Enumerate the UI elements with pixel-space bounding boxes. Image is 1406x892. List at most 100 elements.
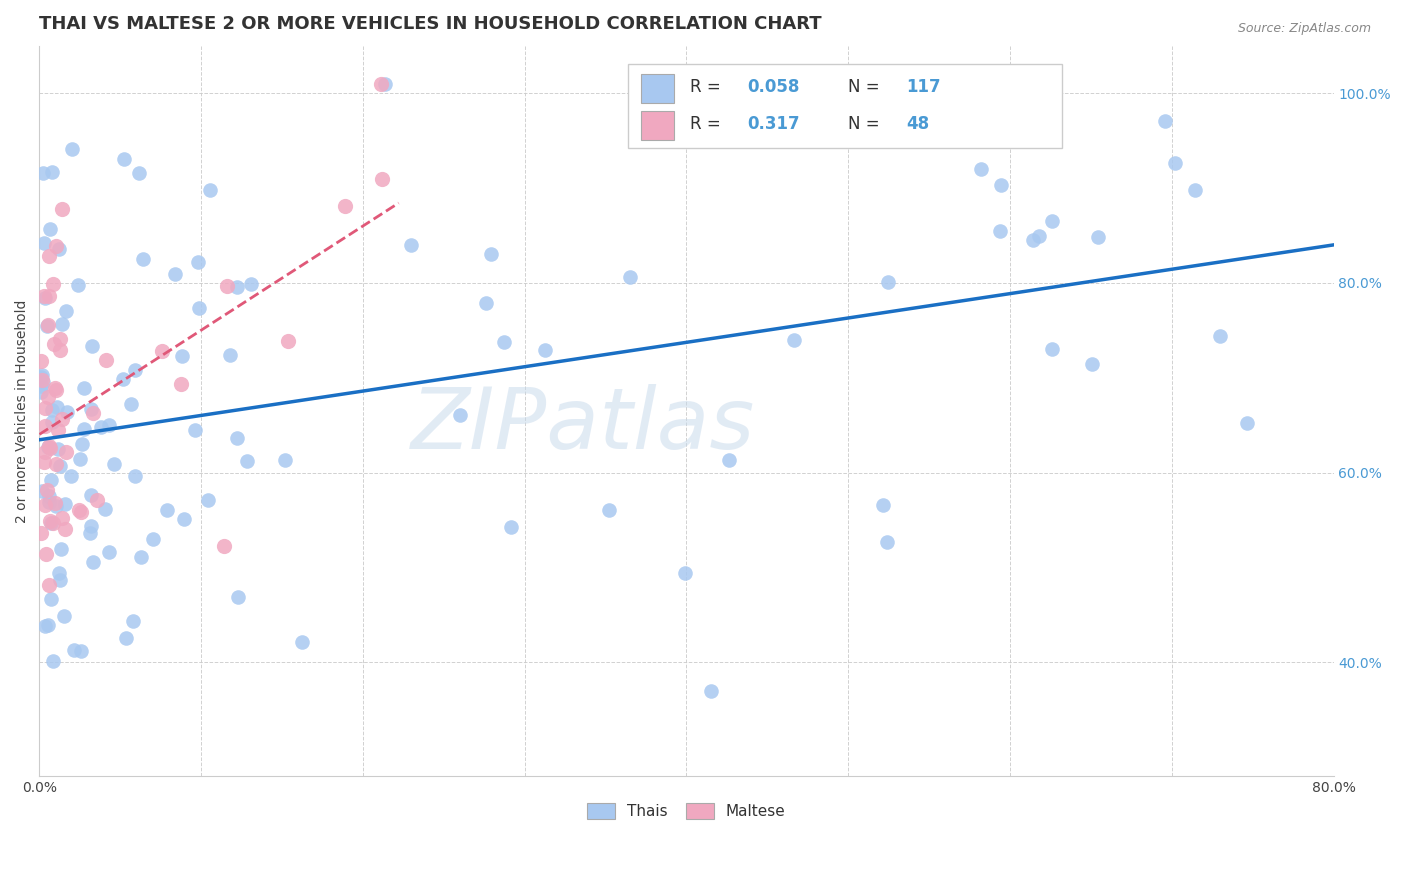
Point: [128, 166, 150, 180]
Point: [49, 573, 72, 587]
Point: [277, 334, 299, 348]
Point: [49, 343, 72, 357]
Point: [1184, 183, 1206, 197]
Point: [34, 445, 56, 459]
Point: [598, 503, 620, 517]
Point: [184, 424, 207, 438]
Point: [37, 440, 59, 454]
Point: [235, 454, 257, 468]
Point: [49, 332, 72, 346]
Text: THAI VS MALTESE 2 OR MORE VEHICLES IN HOUSEHOLD CORRELATION CHART: THAI VS MALTESE 2 OR MORE VEHICLES IN HO…: [39, 15, 823, 33]
Point: [97, 545, 120, 559]
Point: [31, 166, 53, 180]
Point: [73, 422, 96, 436]
Point: [60, 469, 83, 483]
Point: [39, 473, 62, 487]
Point: [55, 303, 77, 318]
Point: [46, 442, 69, 457]
Text: 48: 48: [907, 115, 929, 133]
Point: [37, 390, 59, 404]
Point: [44, 381, 66, 395]
Point: [31, 368, 53, 382]
Point: [34, 291, 56, 305]
Point: [44, 496, 66, 510]
Point: [172, 349, 194, 363]
Text: 117: 117: [907, 78, 941, 96]
Point: [53, 522, 76, 536]
Point: [67, 277, 90, 292]
Point: [170, 376, 193, 391]
Point: [34, 419, 56, 434]
Point: [700, 684, 723, 698]
Point: [37, 483, 59, 497]
Point: [122, 614, 145, 628]
Point: [32, 455, 55, 469]
Point: [31, 373, 53, 387]
Point: [41, 165, 63, 179]
Point: [226, 590, 249, 604]
Point: [1209, 329, 1232, 343]
Point: [45, 457, 67, 471]
Point: [1028, 228, 1050, 243]
Text: 0.317: 0.317: [747, 115, 800, 133]
Point: [32, 236, 55, 251]
Point: [30, 354, 52, 368]
Point: [67, 503, 90, 517]
Point: [38, 438, 60, 452]
Point: [39, 222, 62, 236]
Point: [51, 412, 73, 426]
Point: [53, 608, 76, 623]
Point: [212, 539, 235, 553]
Point: [82, 555, 104, 569]
Text: 0.058: 0.058: [747, 78, 800, 96]
Point: [173, 512, 195, 526]
Point: [34, 401, 56, 415]
Point: [240, 277, 263, 292]
Point: [38, 249, 60, 263]
Point: [79, 525, 101, 540]
Point: [32, 376, 55, 390]
Text: Source: ZipAtlas.com: Source: ZipAtlas.com: [1237, 22, 1371, 36]
Point: [872, 498, 894, 512]
Point: [55, 445, 77, 459]
Point: [32, 289, 55, 303]
Point: [1154, 114, 1177, 128]
Point: [30, 385, 52, 400]
Point: [988, 224, 1011, 238]
Point: [69, 451, 91, 466]
Point: [82, 339, 104, 353]
Point: [34, 498, 56, 512]
Point: [112, 152, 135, 166]
Point: [46, 423, 69, 437]
Point: [51, 510, 73, 524]
Point: [142, 533, 165, 547]
Point: [990, 178, 1012, 192]
Point: [120, 397, 142, 411]
Point: [73, 381, 96, 395]
Point: [56, 405, 79, 419]
Point: [46, 400, 69, 414]
Point: [30, 378, 52, 392]
Point: [333, 199, 356, 213]
Point: [60, 143, 83, 157]
Point: [80, 488, 103, 502]
Point: [41, 416, 63, 430]
Point: [42, 654, 65, 668]
Point: [39, 441, 62, 455]
Point: [93, 501, 115, 516]
Point: [274, 453, 297, 467]
Point: [673, 566, 696, 580]
Point: [115, 631, 138, 645]
Point: [38, 288, 60, 302]
Point: [533, 343, 555, 357]
Point: [187, 255, 209, 269]
Point: [39, 516, 62, 530]
Point: [86, 492, 108, 507]
Point: [70, 437, 93, 451]
Point: [37, 617, 59, 632]
Point: [49, 459, 72, 474]
Point: [124, 469, 146, 483]
Point: [374, 77, 396, 91]
Point: [783, 333, 806, 347]
Point: [51, 202, 73, 217]
